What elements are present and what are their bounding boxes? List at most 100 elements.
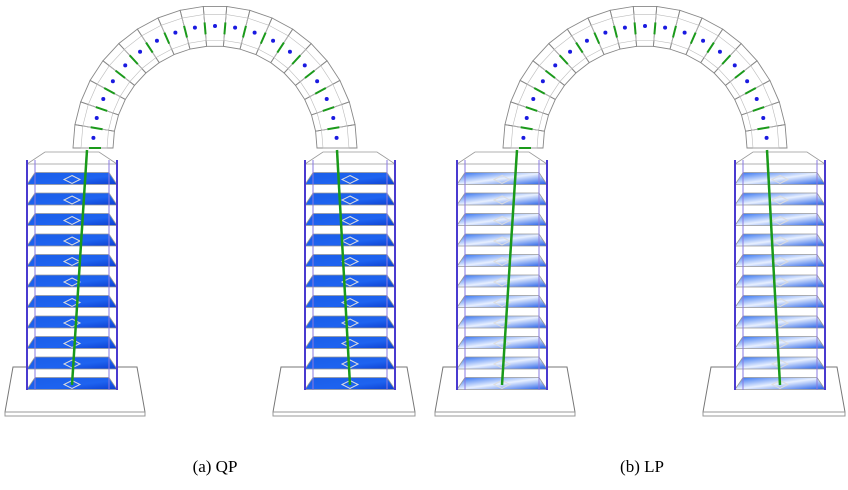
arch-render <box>5 6 415 416</box>
slab <box>457 296 547 308</box>
contact-force <box>292 55 300 64</box>
slab <box>735 316 825 328</box>
slab <box>27 152 117 164</box>
slab <box>735 234 825 246</box>
contact-force <box>305 71 314 78</box>
base-plate-edge <box>435 412 575 416</box>
contact-force <box>116 71 125 78</box>
slab <box>735 296 825 308</box>
slab <box>27 337 117 349</box>
centroid-dot <box>525 116 529 120</box>
contact-force <box>224 22 225 34</box>
centroid-dot <box>623 26 627 30</box>
contact-force <box>560 55 568 64</box>
contact-force <box>130 55 138 64</box>
centroid-dot <box>733 63 737 67</box>
figure: (a) QP (b) LP <box>0 0 848 490</box>
base-plate-edge <box>5 412 145 416</box>
contact-force <box>521 127 533 129</box>
contact-force <box>753 107 764 111</box>
slab <box>305 173 395 185</box>
centroid-dot <box>531 97 535 101</box>
centroid-dot <box>138 50 142 54</box>
slab <box>27 173 117 185</box>
force-line <box>767 150 780 385</box>
centroid-dot <box>95 116 99 120</box>
slab <box>305 193 395 205</box>
contact-force <box>673 26 676 38</box>
centroid-dot <box>755 97 759 101</box>
slab <box>305 234 395 246</box>
centroid-dot <box>253 31 257 35</box>
centroid-dot <box>111 79 115 83</box>
centroid-dot <box>193 26 197 30</box>
contact-force <box>327 127 339 129</box>
centroid-dot <box>765 136 769 140</box>
centroid-dot <box>233 26 237 30</box>
contact-force <box>757 127 769 129</box>
centroid-dot <box>568 50 572 54</box>
slab <box>305 337 395 349</box>
centroid-dot <box>745 79 749 83</box>
centroid-dot <box>303 63 307 67</box>
slab <box>735 337 825 349</box>
contact-force <box>722 55 730 64</box>
centroid-dot <box>288 50 292 54</box>
caption: (b) LP <box>620 457 664 476</box>
centroid-dot <box>91 136 95 140</box>
centroid-dot <box>663 26 667 30</box>
slab <box>305 152 395 164</box>
slab <box>457 316 547 328</box>
centroid-dot <box>325 97 329 101</box>
centroid-dot <box>123 63 127 67</box>
contact-force <box>594 33 599 44</box>
slab <box>735 193 825 205</box>
base-plate-edge <box>703 412 845 416</box>
centroid-dot <box>271 39 275 43</box>
contact-force <box>745 88 756 94</box>
centroid-dot <box>173 31 177 35</box>
centroid-dot <box>701 39 705 43</box>
contact-force <box>277 43 284 53</box>
force-line <box>337 150 350 385</box>
centroid-dot <box>101 97 105 101</box>
slab <box>27 275 117 287</box>
slab <box>457 234 547 246</box>
contact-force <box>315 88 326 94</box>
centroid-dot <box>541 79 545 83</box>
contact-force <box>614 26 617 38</box>
contact-force <box>184 26 187 38</box>
contact-force <box>146 43 153 53</box>
slab <box>27 193 117 205</box>
slab <box>735 152 825 164</box>
centroid-dot <box>213 24 217 28</box>
centroid-dot <box>521 136 525 140</box>
slab <box>27 234 117 246</box>
slab <box>305 316 395 328</box>
contact-force <box>691 33 696 44</box>
slab <box>457 173 547 185</box>
contact-force <box>654 22 655 34</box>
contact-force <box>546 71 555 78</box>
slab <box>27 214 117 226</box>
page: (a) QP (b) LP (() => { const data = JSON… <box>0 0 848 490</box>
slab <box>457 152 547 164</box>
contact-force <box>96 107 107 111</box>
centroid-dot <box>603 31 607 35</box>
contact-force <box>707 43 714 53</box>
force-line <box>502 150 517 385</box>
centroid-dot <box>585 39 589 43</box>
centroid-dot <box>315 79 319 83</box>
arch-render <box>435 6 845 416</box>
centroid-dot <box>718 50 722 54</box>
contact-force <box>534 88 545 94</box>
centroid-dot <box>683 31 687 35</box>
centroid-dot <box>553 63 557 67</box>
contact-force <box>91 127 103 129</box>
slab <box>27 296 117 308</box>
contact-force <box>323 107 334 111</box>
slab <box>457 337 547 349</box>
centroid-dot <box>335 136 339 140</box>
slab <box>457 193 547 205</box>
slab <box>305 296 395 308</box>
